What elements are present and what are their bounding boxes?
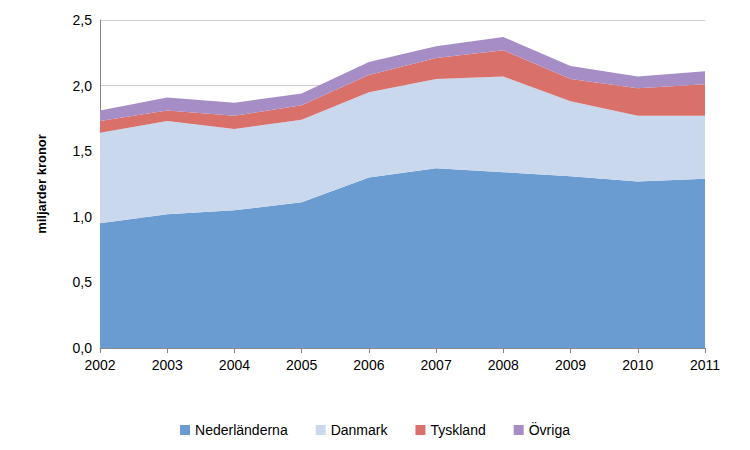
svg-text:2008: 2008 <box>488 357 519 373</box>
svg-text:2002: 2002 <box>84 357 115 373</box>
svg-text:2004: 2004 <box>219 357 250 373</box>
svg-text:Nederländerna: Nederländerna <box>195 422 288 438</box>
svg-text:0,0: 0,0 <box>73 340 93 356</box>
svg-text:1,5: 1,5 <box>73 143 93 159</box>
svg-text:2007: 2007 <box>421 357 452 373</box>
svg-text:2,5: 2,5 <box>73 12 93 28</box>
svg-text:2010: 2010 <box>622 357 653 373</box>
svg-text:2009: 2009 <box>555 357 586 373</box>
svg-text:1,0: 1,0 <box>73 209 93 225</box>
svg-text:miljarder kronor: miljarder kronor <box>34 134 49 234</box>
svg-text:2006: 2006 <box>353 357 384 373</box>
svg-text:0,5: 0,5 <box>73 274 93 290</box>
svg-text:Danmark: Danmark <box>331 422 389 438</box>
svg-text:2005: 2005 <box>286 357 317 373</box>
svg-text:2,0: 2,0 <box>73 78 93 94</box>
svg-text:2003: 2003 <box>152 357 183 373</box>
svg-text:2011: 2011 <box>690 357 720 373</box>
svg-text:Övriga: Övriga <box>529 421 570 438</box>
svg-text:Tyskland: Tyskland <box>430 422 485 438</box>
